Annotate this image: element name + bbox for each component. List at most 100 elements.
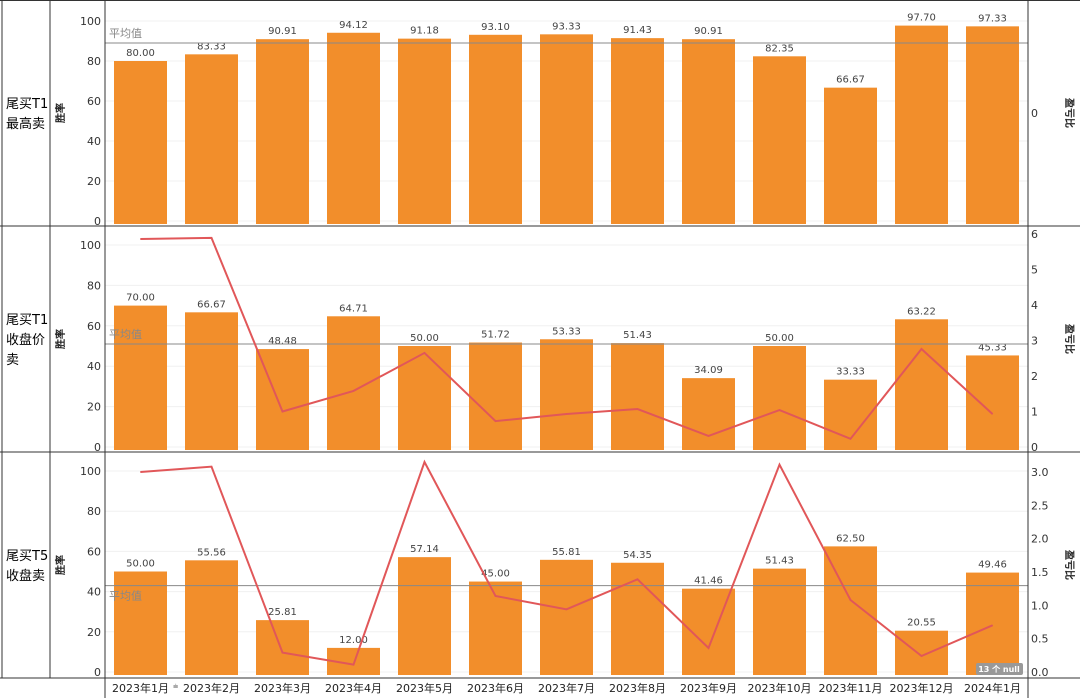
y2-tick-label: 1 [1031, 406, 1038, 419]
y-tick-label: 80 [87, 505, 101, 518]
y-tick-label: 20 [87, 626, 101, 639]
bar [753, 346, 806, 450]
bar [966, 355, 1019, 450]
bar-data-label: 66.67 [836, 75, 865, 86]
x-tick-label: 2023年12月 [890, 681, 954, 695]
y-tick-label: 0 [94, 666, 101, 679]
line-point [353, 664, 354, 666]
y2-tick-label: 4 [1031, 299, 1038, 312]
x-tick-label: 2023年6月 [467, 681, 524, 695]
y-tick-label: 100 [80, 239, 101, 252]
line-point [211, 466, 212, 468]
bar-data-label: 93.33 [552, 21, 581, 32]
line-point [566, 413, 567, 415]
row-label: 收盘价 [6, 332, 45, 348]
y2-tick-label: 2 [1031, 370, 1038, 383]
y-tick-label: 60 [87, 545, 101, 558]
y-tick-label: 0 [94, 215, 101, 228]
reference-line-label: 平均值 [109, 590, 142, 603]
bar-data-label: 33.33 [836, 367, 865, 378]
line-point [282, 411, 283, 412]
y2-tick-label: 0 [1031, 107, 1038, 120]
line-point [850, 438, 851, 440]
x-tick-label: 2023年10月 [748, 681, 812, 695]
x-tick-label: 2023年4月 [325, 681, 382, 695]
bar-data-label: 41.46 [694, 576, 723, 587]
bar [966, 572, 1019, 675]
line-point [424, 352, 425, 354]
bar [540, 559, 593, 675]
bar-data-label: 97.70 [907, 13, 936, 24]
bar-data-label: 66.67 [197, 299, 226, 310]
bar-data-label: 62.50 [836, 533, 865, 544]
line-point [211, 237, 212, 239]
y2-tick-label: 6 [1031, 228, 1038, 241]
y2-tick-label: 2.5 [1031, 499, 1049, 512]
y2-tick-label: 0 [1031, 441, 1038, 454]
y-tick-label: 60 [87, 320, 101, 333]
bar-data-label: 91.18 [410, 26, 439, 37]
line-point [637, 578, 638, 580]
line-point [921, 348, 922, 350]
bar [256, 39, 309, 225]
bar-data-label: 91.43 [623, 25, 652, 36]
y2-tick-label: 0.0 [1031, 666, 1049, 679]
bar [256, 620, 309, 675]
bar-data-label: 57.14 [410, 544, 439, 555]
bar [895, 319, 948, 450]
x-tick-label: 2023年1月 [112, 681, 169, 695]
bar-data-label: 51.72 [481, 330, 510, 341]
bar [469, 342, 522, 450]
line-point [992, 624, 993, 626]
bar-data-label: 63.22 [907, 306, 936, 317]
y-axis-title: 胜率 [54, 103, 67, 124]
line-point [921, 655, 922, 657]
x-tick-label: 2023年8月 [609, 681, 666, 695]
line-point [140, 471, 141, 473]
bar [966, 26, 1019, 225]
bar [185, 54, 238, 225]
y2-axis-title: 盈亏比 [1063, 323, 1076, 354]
y-tick-label: 40 [87, 586, 101, 599]
bar [114, 305, 167, 450]
y2-tick-label: 2.0 [1031, 533, 1049, 546]
line-point [637, 408, 638, 410]
bar-data-label: 20.55 [907, 618, 936, 629]
y-tick-label: 40 [87, 360, 101, 373]
bar [753, 56, 806, 224]
reference-line-label: 平均值 [109, 27, 142, 40]
bar-data-label: 50.00 [410, 333, 439, 344]
bar-data-label: 82.35 [765, 43, 794, 54]
bar-data-label: 97.33 [978, 13, 1007, 24]
y2-tick-label: 1.0 [1031, 599, 1049, 612]
bar [682, 39, 735, 225]
bar [185, 560, 238, 675]
bar-data-label: 53.33 [552, 326, 581, 337]
bar-data-label: 90.91 [694, 26, 723, 37]
bar [185, 312, 238, 450]
y-tick-label: 100 [80, 465, 101, 478]
bar-data-label: 45.00 [481, 569, 510, 580]
bar-data-label: 50.00 [765, 333, 794, 344]
row-label: 最高卖 [6, 116, 45, 132]
bar [611, 343, 664, 450]
y2-tick-label: 0.5 [1031, 633, 1049, 646]
bar [895, 630, 948, 675]
x-tick-label: 2023年7月 [538, 681, 595, 695]
bar-data-label: 64.71 [339, 303, 368, 314]
line-point [424, 461, 425, 463]
bar-data-label: 80.00 [126, 48, 155, 59]
y-tick-label: 80 [87, 55, 101, 68]
bar [824, 87, 877, 224]
y2-axis-title: 盈亏比 [1063, 97, 1076, 128]
bar-data-label: 90.91 [268, 26, 297, 37]
reference-line-label: 平均值 [109, 328, 142, 341]
y-tick-label: 0 [94, 441, 101, 454]
bar-data-label: 51.43 [765, 556, 794, 567]
y-axis-title: 胜率 [54, 555, 67, 576]
line-point [140, 238, 141, 240]
line-point [992, 413, 993, 415]
